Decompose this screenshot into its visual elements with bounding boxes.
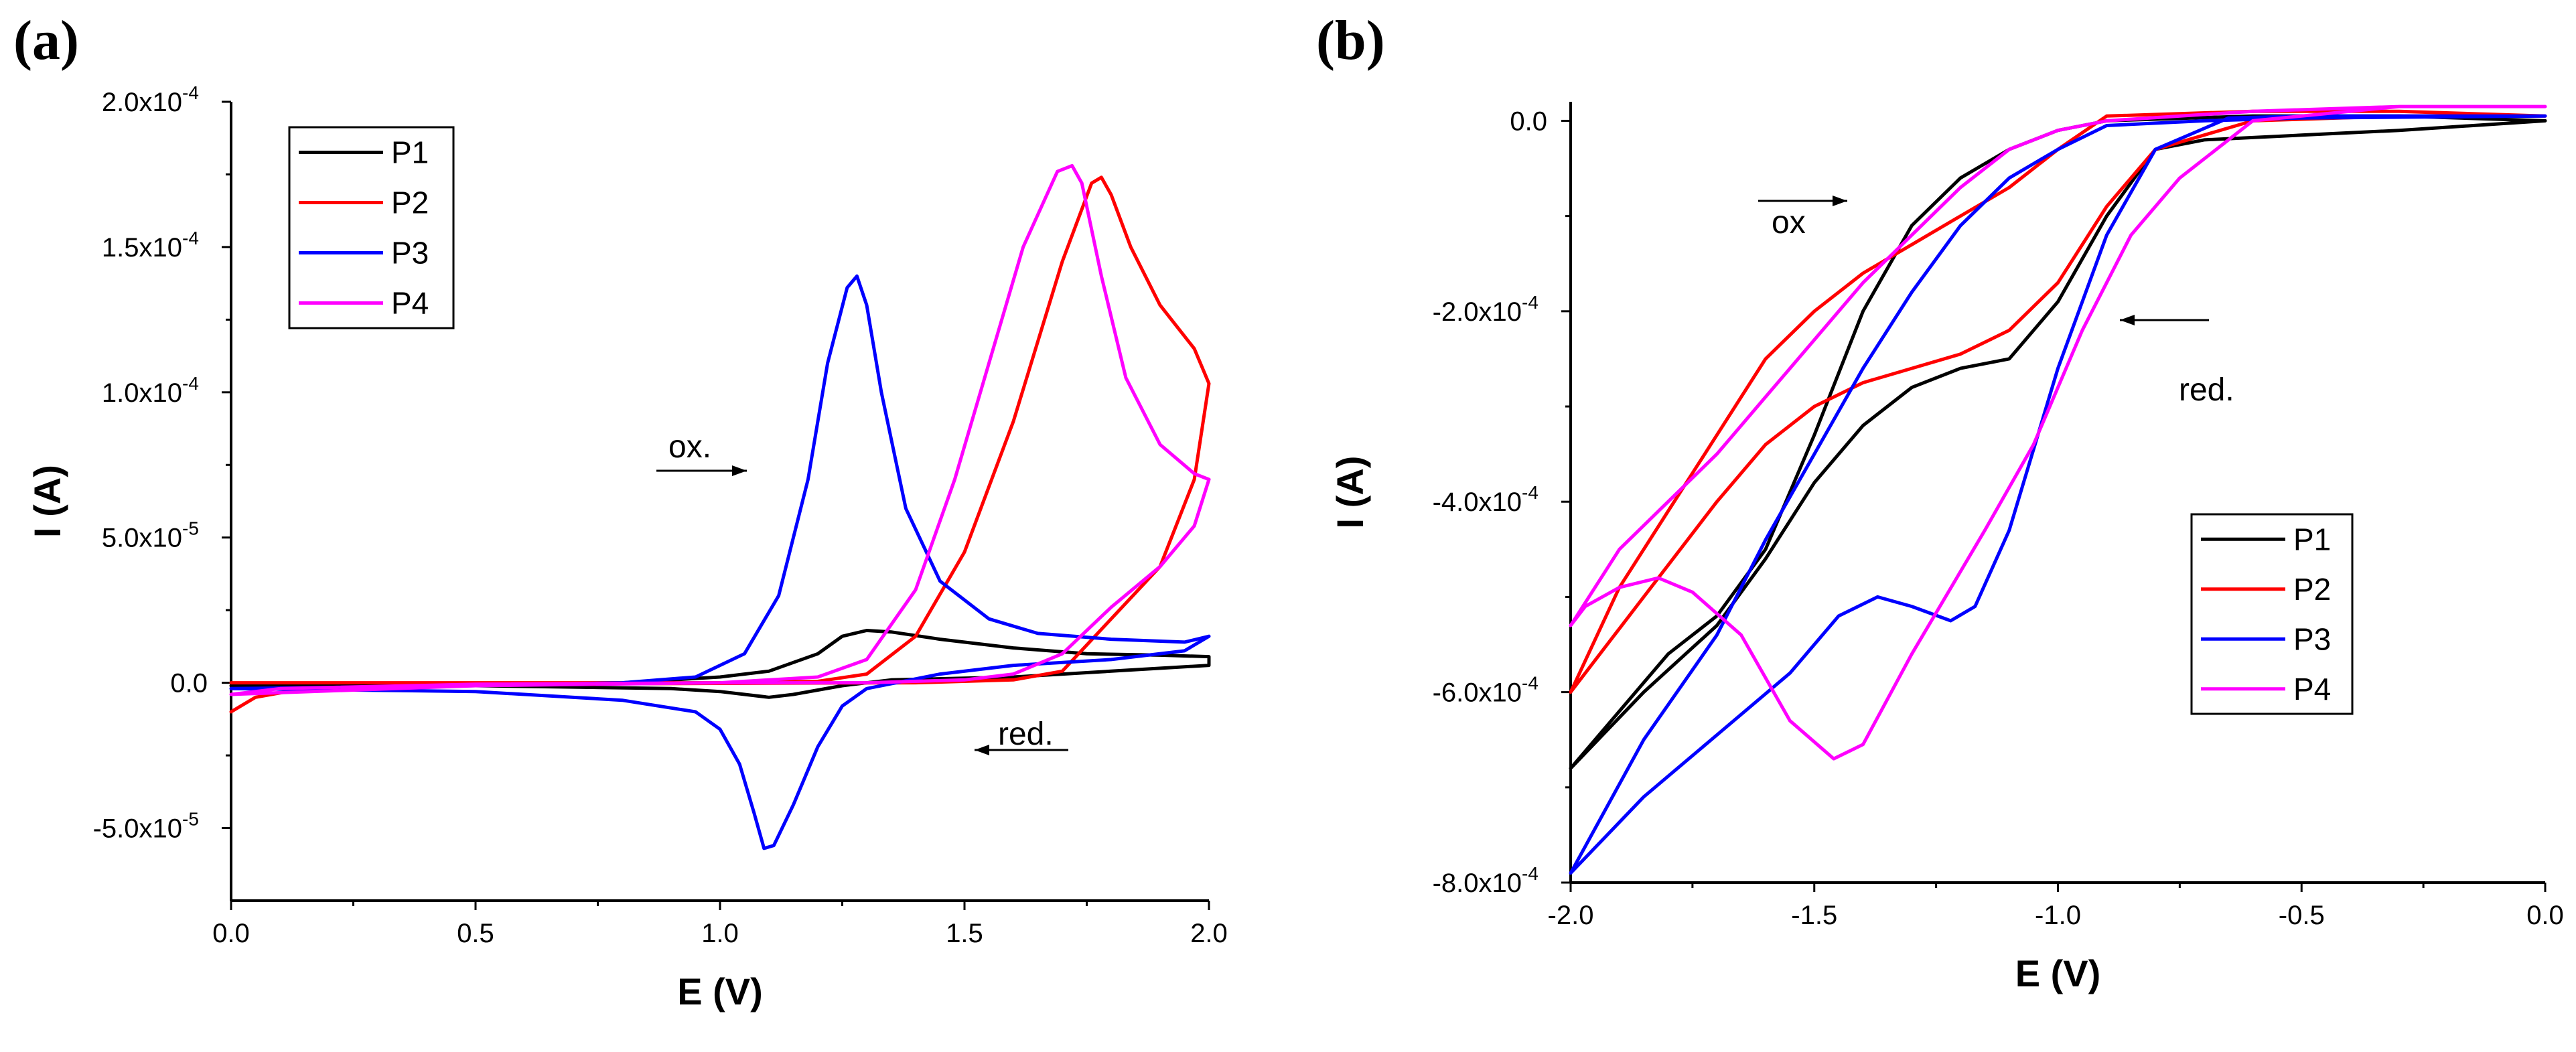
x-tick-label: 2.0 xyxy=(1190,919,1228,948)
y-tick-label: -2.0x10 xyxy=(1433,297,1522,327)
series-line-p3 xyxy=(229,274,1211,850)
legend-label-p1: P1 xyxy=(2293,522,2331,556)
y-tick-label: 2.0x10 xyxy=(102,88,182,117)
annotation-arrow-head xyxy=(975,745,989,755)
x-tick-label: -0.5 xyxy=(2279,901,2325,930)
annotation-arrow-head xyxy=(2120,315,2135,325)
x-tick-label: 0.0 xyxy=(212,919,250,948)
y-tick-exponent: -5 xyxy=(182,809,199,830)
x-axis-title: E (V) xyxy=(2015,952,2101,994)
y-tick-label: -4.0x10 xyxy=(1433,487,1522,517)
y-tick-label: 1.5x10 xyxy=(102,233,182,262)
panel-label-b: (b) xyxy=(1316,9,1385,72)
x-axis-title: E (V) xyxy=(677,970,763,1012)
series-line-p4 xyxy=(1569,104,2547,761)
y-tick-label: 0.0 xyxy=(170,669,208,698)
x-tick-label: 0.5 xyxy=(457,919,494,948)
x-tick-label: 1.0 xyxy=(701,919,739,948)
legend-box xyxy=(2190,513,2354,715)
legend-label-p3: P3 xyxy=(391,236,429,271)
annotation-label: ox xyxy=(1772,205,1806,240)
y-tick-label: 5.0x10 xyxy=(102,524,182,553)
legend-label-p2: P2 xyxy=(391,185,429,220)
chart-a: -5.0x10 -50.05.0x10 -51.0x10 -41.5x10 -42.0x… xyxy=(26,82,1228,1012)
x-tick-label: -1.0 xyxy=(2035,901,2081,930)
panel-label-a: (a) xyxy=(13,9,79,72)
y-tick-label: 0.0 xyxy=(1510,106,1547,136)
x-tick-label: 1.5 xyxy=(946,919,983,948)
legend-label-p4: P4 xyxy=(391,286,429,321)
y-tick-label: -6.0x10 xyxy=(1433,678,1522,708)
y-tick-exponent: -5 xyxy=(182,518,199,539)
x-tick-label: 0.0 xyxy=(2526,901,2564,930)
x-tick-label: -2.0 xyxy=(1548,901,1594,930)
annotation-label: ox. xyxy=(668,429,711,465)
legend-label-p3: P3 xyxy=(2293,621,2331,656)
chart-b: -8.0x10 -4-6.0x10 -4-4.0x10 -4-2.0x10 -40.0-… xyxy=(1329,102,2564,994)
y-tick-exponent: -4 xyxy=(1522,863,1539,884)
y-tick-exponent: -4 xyxy=(182,228,199,248)
legend-box xyxy=(288,126,455,329)
annotation-arrow-head xyxy=(1833,196,1847,206)
series-line-p1 xyxy=(229,629,1211,699)
y-tick-exponent: -4 xyxy=(1522,673,1539,694)
series-line-p2 xyxy=(1569,109,2547,694)
y-axis-title: I (A) xyxy=(26,465,68,538)
y-axis-title: I (A) xyxy=(1329,456,1371,529)
y-tick-exponent: -4 xyxy=(182,373,199,394)
series-line-p3 xyxy=(1569,114,2547,875)
annotation-arrow-head xyxy=(732,465,747,476)
y-tick-exponent: -4 xyxy=(1522,482,1539,503)
y-tick-label: -8.0x10 xyxy=(1433,869,1522,898)
y-tick-label: 1.0x10 xyxy=(102,378,182,408)
x-tick-label: -1.5 xyxy=(1791,901,1837,930)
annotation-label: red. xyxy=(998,717,1054,752)
series-line-p4 xyxy=(229,163,1211,696)
annotation-label: red. xyxy=(2179,372,2234,408)
y-tick-exponent: -4 xyxy=(1522,292,1539,313)
legend-label-p1: P1 xyxy=(391,135,429,170)
series-line-p1 xyxy=(1569,114,2547,770)
legend-label-p2: P2 xyxy=(2293,572,2331,607)
legend-label-p4: P4 xyxy=(2293,672,2331,706)
y-tick-exponent: -4 xyxy=(182,82,199,103)
y-tick-label: -5.0x10 xyxy=(93,814,182,844)
